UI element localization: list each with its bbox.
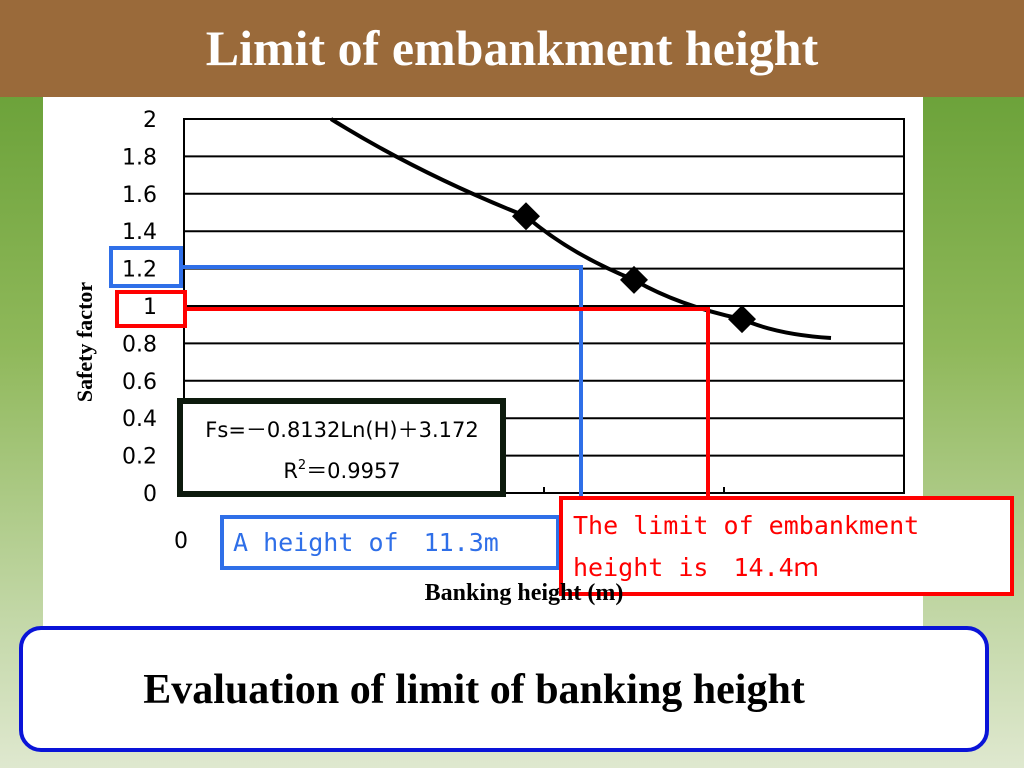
trendline xyxy=(329,117,832,340)
y-tick-label: 0.2 xyxy=(122,445,157,470)
blue-guide-line xyxy=(180,265,583,518)
blue-annotation-text: A height of 11.3m xyxy=(233,528,499,557)
y-tick-label: 0 xyxy=(143,482,157,507)
equation-box xyxy=(177,398,506,497)
blue-tick-highlight xyxy=(109,246,183,288)
y-tick-label: 1.6 xyxy=(122,183,157,208)
red-annotation-line-1: The limit of embankment xyxy=(573,511,919,540)
red-guide-line xyxy=(186,307,710,497)
y-tick-label: 0.6 xyxy=(122,370,157,395)
data-points xyxy=(512,202,756,334)
y-tick-label: 1.8 xyxy=(122,145,157,170)
red-annotation-box xyxy=(559,496,1014,596)
slide-title: Limit of embankment height xyxy=(205,20,819,76)
y-axis-label: Safety factor xyxy=(72,282,97,403)
x-axis-label: Banking height (m) xyxy=(425,580,624,606)
y-tick-label: 1 xyxy=(143,295,157,320)
y-tick-label: 1.2 xyxy=(122,258,157,283)
red-annotation-line-2: height is 14.4ｍ xyxy=(573,553,819,582)
bottom-callout-text: Evaluation of limit of banking height xyxy=(143,667,805,713)
y-tick-labels: 0 0.2 0.4 0.6 0.8 1 1.2 1.4 1.6 1.8 2 xyxy=(122,108,157,507)
y-tick-label: 1.4 xyxy=(122,220,157,245)
data-point-0 xyxy=(512,202,540,231)
data-point-1 xyxy=(620,265,648,294)
r-squared: R2＝0.9957 xyxy=(283,458,400,483)
title-bar xyxy=(0,0,1024,97)
x-tick-label-0: 0 xyxy=(174,529,188,554)
y-tick-label: 0.8 xyxy=(122,332,157,357)
y-tick-label: 0.4 xyxy=(122,407,157,432)
bottom-callout-box: Evaluation of limit of banking height xyxy=(19,626,989,752)
red-tick-highlight xyxy=(115,290,187,328)
blue-annotation-box xyxy=(220,515,560,570)
trendline-equation: Fs=－0.8132Ln(H)＋3.172 xyxy=(205,418,478,442)
y-tick-label: 2 xyxy=(143,108,157,133)
data-point-2 xyxy=(728,305,756,334)
